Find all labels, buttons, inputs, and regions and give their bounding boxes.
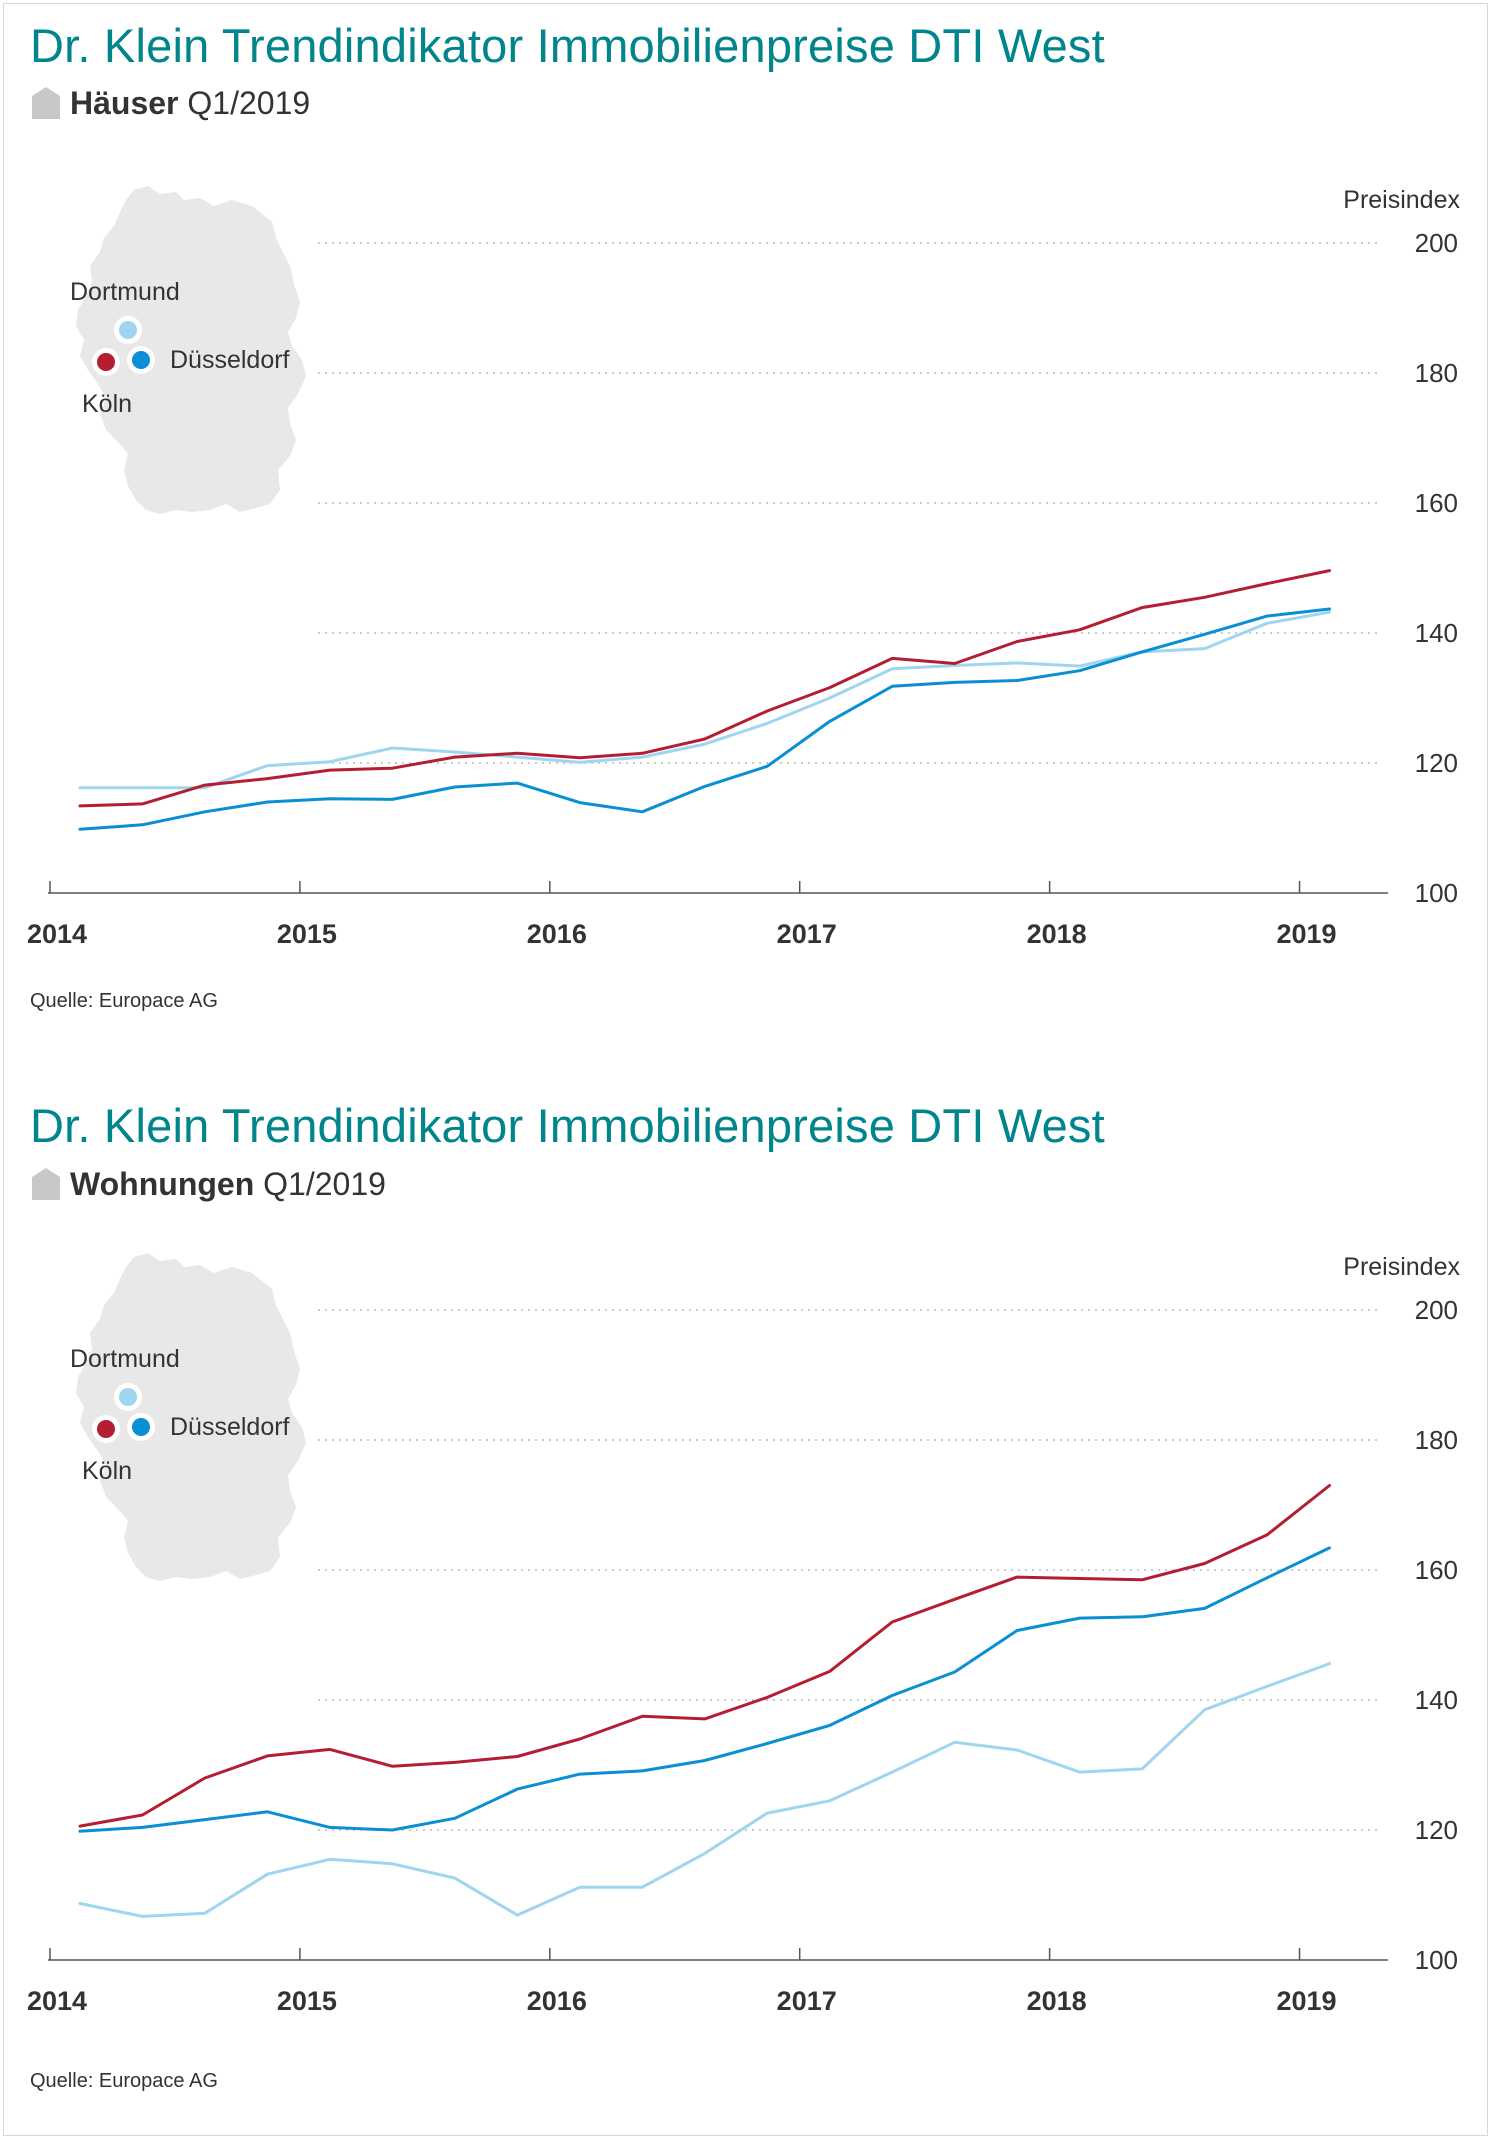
legend-label-koeln: Köln	[82, 1457, 132, 1485]
chart-2-category: Wohnungen	[70, 1166, 255, 1202]
x-tick-label: 2017	[777, 919, 837, 949]
y-tick-label: 160	[1415, 1555, 1458, 1585]
legend-dot-dortmund	[119, 321, 137, 339]
series-line-dortmund	[78, 610, 1331, 790]
y-tick-label: 200	[1415, 228, 1458, 258]
series-line-koeln	[78, 569, 1331, 808]
y-axis-label: Preisindex	[1343, 186, 1460, 214]
series-line-dortmund	[78, 1662, 1331, 1918]
map-shape	[76, 1253, 306, 1581]
chart-2-source: Quelle: Europace AG	[30, 2070, 218, 2092]
legend-label-koeln: Köln	[82, 390, 132, 418]
x-tick-label: 2016	[527, 1986, 587, 2016]
x-tick-label: 2018	[1027, 1986, 1087, 2016]
y-axis-label: Preisindex	[1343, 1253, 1460, 1281]
chart-1-title: Dr. Klein Trendindikator Immobilienpreis…	[30, 19, 1105, 72]
chart-2-subtitle: Wohnungen Q1/2019	[70, 1166, 386, 1203]
series-line-duesseldorf	[78, 607, 1331, 831]
legend-dot-koeln	[97, 353, 115, 371]
germany-map-icon	[76, 186, 306, 514]
chart-1-category: Häuser	[70, 85, 179, 121]
x-tick-label: 2015	[277, 919, 337, 949]
map-shape	[76, 186, 306, 514]
chart-2-period: Q1/2019	[263, 1166, 386, 1202]
x-tick-label: 2017	[777, 1986, 837, 2016]
y-tick-label: 140	[1415, 618, 1458, 648]
series-line-duesseldorf	[78, 1546, 1331, 1833]
chart-2-title: Dr. Klein Trendindikator Immobilienpreis…	[30, 1099, 1105, 1152]
legend-label-dortmund: Dortmund	[70, 278, 180, 306]
legend-dot-koeln	[97, 1420, 115, 1438]
y-tick-label: 120	[1415, 1815, 1458, 1845]
chart-1-subtitle: Häuser Q1/2019	[70, 85, 310, 122]
series-line-koeln	[78, 1484, 1331, 1828]
legend-label-duesseldorf: Düsseldorf	[170, 1413, 290, 1441]
chart-2: Dortmund Düsseldorf Köln 2014 2015 2016 2017 20…	[27, 1253, 1460, 2016]
legend-dot-dortmund	[119, 1388, 137, 1406]
germany-map-icon	[76, 1253, 306, 1581]
legend-dot-duesseldorf	[132, 351, 150, 369]
legend-label-duesseldorf: Düsseldorf	[170, 346, 290, 374]
y-tick-label: 120	[1415, 748, 1458, 778]
chart-1-source: Quelle: Europace AG	[30, 990, 218, 1012]
frame	[3, 3, 1488, 2136]
y-tick-label: 160	[1415, 488, 1458, 518]
y-tick-label: 180	[1415, 358, 1458, 388]
x-tick-label: 2019	[1276, 1986, 1336, 2016]
x-tick-label: 2016	[527, 919, 587, 949]
x-tick-label: 2014	[27, 1986, 87, 2016]
y-tick-label: 100	[1415, 1945, 1458, 1975]
y-tick-label: 200	[1415, 1295, 1458, 1325]
x-tick-label: 2018	[1027, 919, 1087, 949]
house-icon	[32, 1168, 60, 1200]
legend-dot-duesseldorf	[132, 1418, 150, 1436]
chart-1-period: Q1/2019	[187, 85, 311, 121]
house-icon	[32, 87, 60, 119]
y-tick-label: 100	[1415, 878, 1458, 908]
y-tick-label: 180	[1415, 1425, 1458, 1455]
y-tick-label: 140	[1415, 1685, 1458, 1715]
x-tick-label: 2014	[27, 919, 87, 949]
legend-label-dortmund: Dortmund	[70, 1345, 180, 1373]
x-tick-label: 2019	[1276, 919, 1336, 949]
x-tick-label: 2015	[277, 1986, 337, 2016]
chart-1: Dortmund Düsseldorf Köln 2014 2015 2016 2017 20…	[27, 186, 1460, 949]
